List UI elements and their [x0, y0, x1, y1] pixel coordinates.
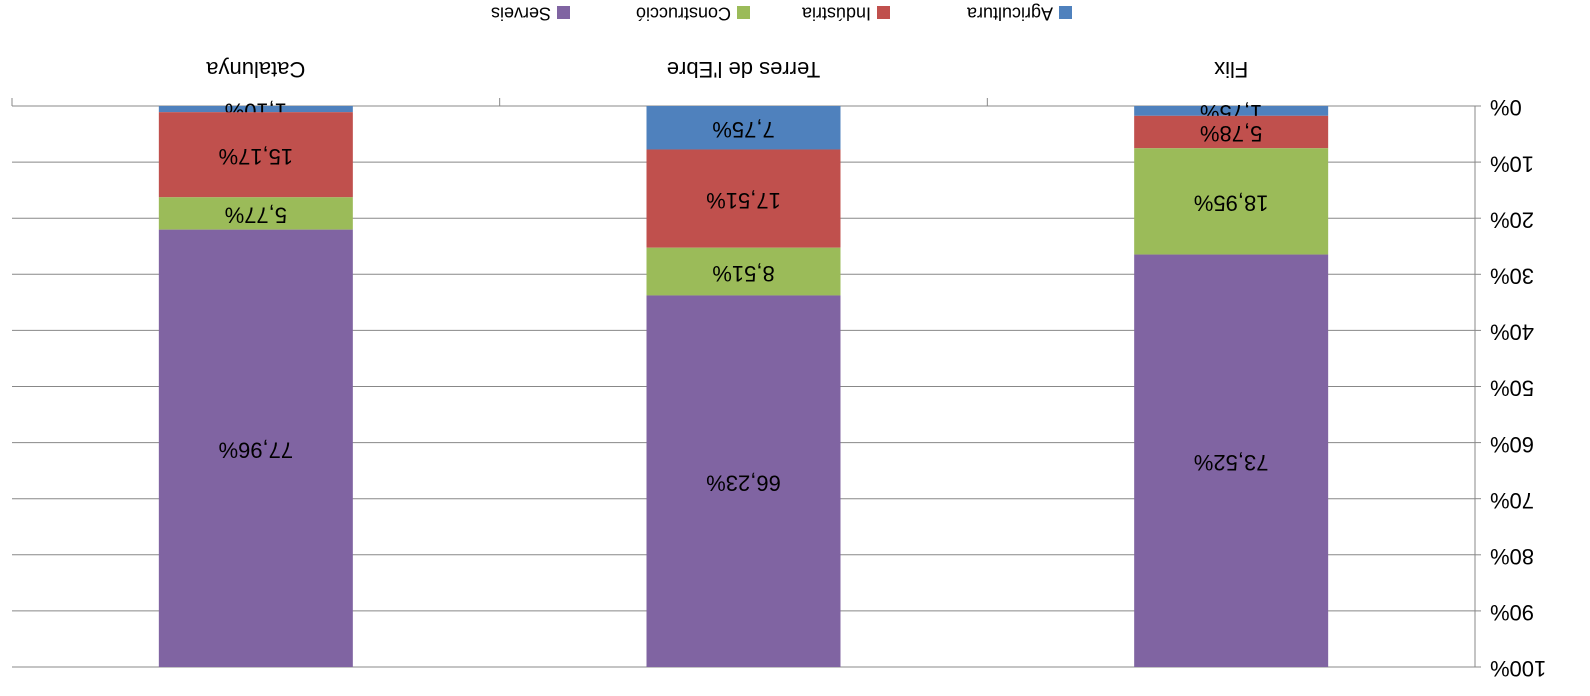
legend-swatch: [877, 6, 890, 19]
legend-swatch: [557, 6, 570, 19]
bar-segment: [1134, 106, 1329, 116]
y-tick-label: 20%: [1490, 207, 1534, 232]
legend-label: Agricultura: [966, 3, 1053, 23]
y-tick-label: 50%: [1490, 376, 1534, 401]
bar-segment: [1134, 148, 1329, 255]
value-label: 73,52%: [1194, 450, 1269, 475]
y-tick-label: 100%: [1490, 656, 1546, 681]
value-label: 7,75%: [712, 117, 774, 142]
value-label: 8,51%: [712, 261, 774, 286]
bar-segment: [646, 295, 841, 667]
x-tick-label: Flix: [1214, 57, 1248, 82]
legend-swatch: [737, 6, 750, 19]
legend-swatch: [1059, 6, 1072, 19]
bar-segment: [158, 229, 353, 667]
x-tick-label: Catalunya: [206, 57, 306, 82]
legend-label: Serveis: [491, 3, 551, 23]
y-tick-label: 80%: [1490, 544, 1534, 569]
legend-label: Construcció: [636, 3, 731, 23]
bar-segment: [1134, 254, 1329, 667]
y-tick-label: 0%: [1490, 95, 1522, 120]
bar-segment: [158, 112, 353, 198]
legend-label: Indústria: [801, 3, 871, 23]
bar-segment: [646, 149, 841, 248]
bar-segment: [1134, 115, 1329, 149]
y-tick-label: 90%: [1490, 600, 1534, 625]
value-label: 66,23%: [706, 470, 781, 495]
bar-segment: [158, 106, 353, 113]
bar-segment: [646, 106, 841, 150]
value-label: 17,51%: [706, 188, 781, 213]
value-label: 77,96%: [219, 438, 294, 463]
y-tick-label: 30%: [1490, 263, 1534, 288]
y-tick-label: 10%: [1490, 151, 1534, 176]
value-label: 18,95%: [1194, 191, 1269, 216]
bar-segment: [158, 197, 353, 230]
y-tick-label: 40%: [1490, 320, 1534, 345]
value-label: 15,17%: [219, 144, 294, 169]
value-label: 5,78%: [1200, 121, 1262, 146]
y-tick-label: 70%: [1490, 488, 1534, 513]
x-tick-label: Terres de l'Ebre: [667, 57, 820, 82]
value-label: 5,77%: [225, 203, 287, 228]
bar-segment: [646, 247, 841, 296]
y-tick-label: 60%: [1490, 432, 1534, 457]
